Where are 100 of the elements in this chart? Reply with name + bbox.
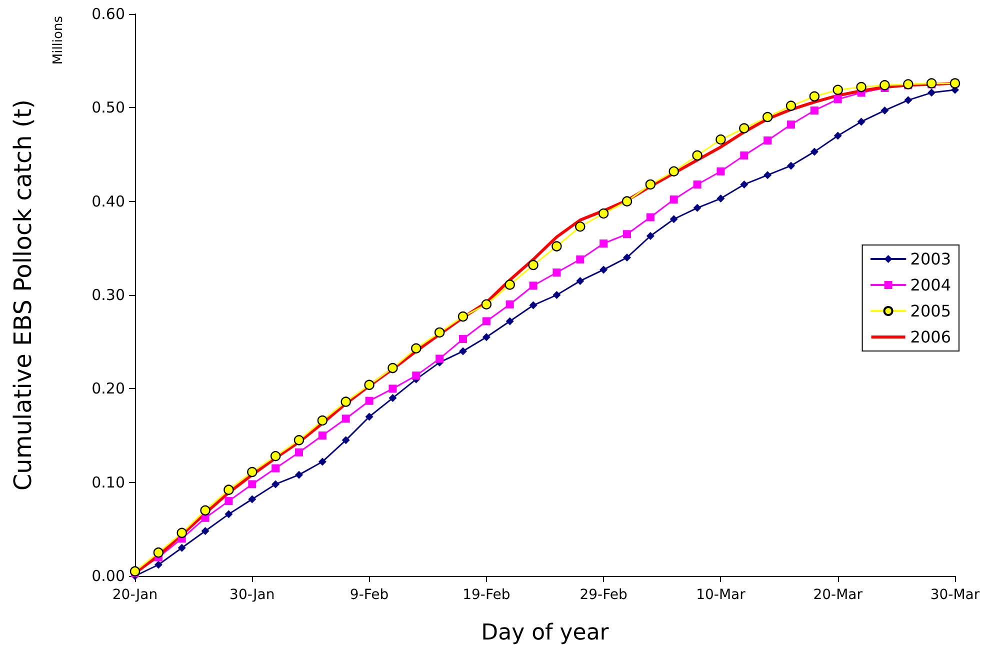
- point: [810, 148, 818, 156]
- point: [272, 464, 280, 472]
- point: [904, 96, 912, 104]
- point: [787, 120, 795, 129]
- point: [388, 394, 397, 402]
- point: [809, 91, 820, 102]
- point: [318, 432, 326, 440]
- y-axis-title: Cumulative EBS Pollock catch (t): [9, 99, 37, 491]
- x-tick-label: 19-Feb: [462, 587, 510, 603]
- point: [506, 300, 514, 308]
- point: [787, 162, 795, 170]
- point: [598, 208, 609, 219]
- point: [764, 136, 772, 144]
- x-axis-title: Day of year: [481, 620, 610, 646]
- point: [762, 112, 773, 122]
- point: [482, 317, 490, 326]
- point: [481, 299, 492, 310]
- point: [340, 396, 351, 407]
- point: [576, 255, 584, 264]
- point: [247, 466, 258, 478]
- point: [716, 167, 725, 176]
- y-tick-label: 0.10: [92, 473, 125, 492]
- point: [764, 171, 772, 180]
- point: [739, 123, 750, 134]
- y-tick-label: 0.20: [92, 380, 125, 398]
- point: [154, 560, 162, 569]
- point: [295, 448, 303, 456]
- point: [388, 362, 398, 374]
- point: [295, 470, 303, 479]
- point: [317, 415, 328, 426]
- point: [834, 95, 842, 104]
- point: [856, 82, 866, 92]
- point: [716, 194, 725, 203]
- point: [716, 134, 726, 145]
- point: [272, 480, 280, 488]
- text: Millions: [51, 16, 66, 65]
- point: [318, 458, 326, 466]
- point: [810, 106, 818, 114]
- point: [834, 132, 842, 140]
- point: [528, 260, 538, 270]
- point: [365, 396, 374, 405]
- x-tick-label: 30-Jan: [230, 587, 275, 603]
- legend-label: 2005: [910, 302, 951, 320]
- point: [224, 484, 234, 495]
- point: [600, 266, 608, 274]
- point: [552, 241, 562, 252]
- point: [506, 317, 514, 326]
- point: [412, 372, 420, 380]
- point: [459, 335, 467, 344]
- point: [529, 301, 538, 310]
- point: [342, 414, 350, 423]
- point: [552, 268, 561, 277]
- point: [670, 195, 678, 204]
- point: [668, 166, 679, 176]
- point: [459, 347, 467, 356]
- point: [880, 106, 889, 114]
- point: [600, 239, 608, 248]
- point: [623, 230, 631, 238]
- point: [623, 254, 631, 262]
- y-tick-label: 0.50: [92, 98, 125, 117]
- point: [692, 150, 702, 161]
- point: [153, 547, 164, 558]
- point: [740, 180, 748, 188]
- y-tick-label: 0.00: [92, 567, 125, 585]
- x-tick-label: 20-Jan: [112, 587, 158, 603]
- point: [365, 412, 374, 421]
- point: [248, 480, 256, 488]
- x-tick-label: 30-Mar: [930, 587, 980, 603]
- y-tick-label: 0.30: [92, 286, 125, 304]
- point: [434, 327, 445, 338]
- point: [482, 333, 490, 342]
- point: [693, 204, 702, 212]
- point: [388, 384, 397, 393]
- point: [224, 497, 233, 506]
- point: [200, 505, 210, 516]
- x-tick-label: 9-Feb: [350, 587, 389, 603]
- point: [436, 354, 444, 363]
- point: [880, 80, 890, 90]
- y-tick-label: 0.60: [92, 5, 125, 23]
- point: [342, 436, 350, 444]
- point: [176, 528, 187, 538]
- point: [294, 435, 304, 446]
- point: [786, 100, 796, 111]
- point: [575, 222, 586, 232]
- point: [928, 88, 936, 97]
- point: [552, 291, 561, 299]
- x-tick-label: 20-Mar: [813, 587, 863, 603]
- point: [224, 510, 233, 518]
- point: [645, 179, 656, 190]
- point: [576, 276, 584, 285]
- point: [832, 84, 843, 95]
- point: [270, 451, 281, 462]
- point: [248, 495, 256, 504]
- point: [622, 196, 632, 206]
- point: [504, 280, 515, 290]
- point: [178, 544, 186, 552]
- point: [364, 380, 374, 390]
- point: [693, 180, 702, 188]
- point: [458, 311, 468, 322]
- point: [529, 282, 538, 290]
